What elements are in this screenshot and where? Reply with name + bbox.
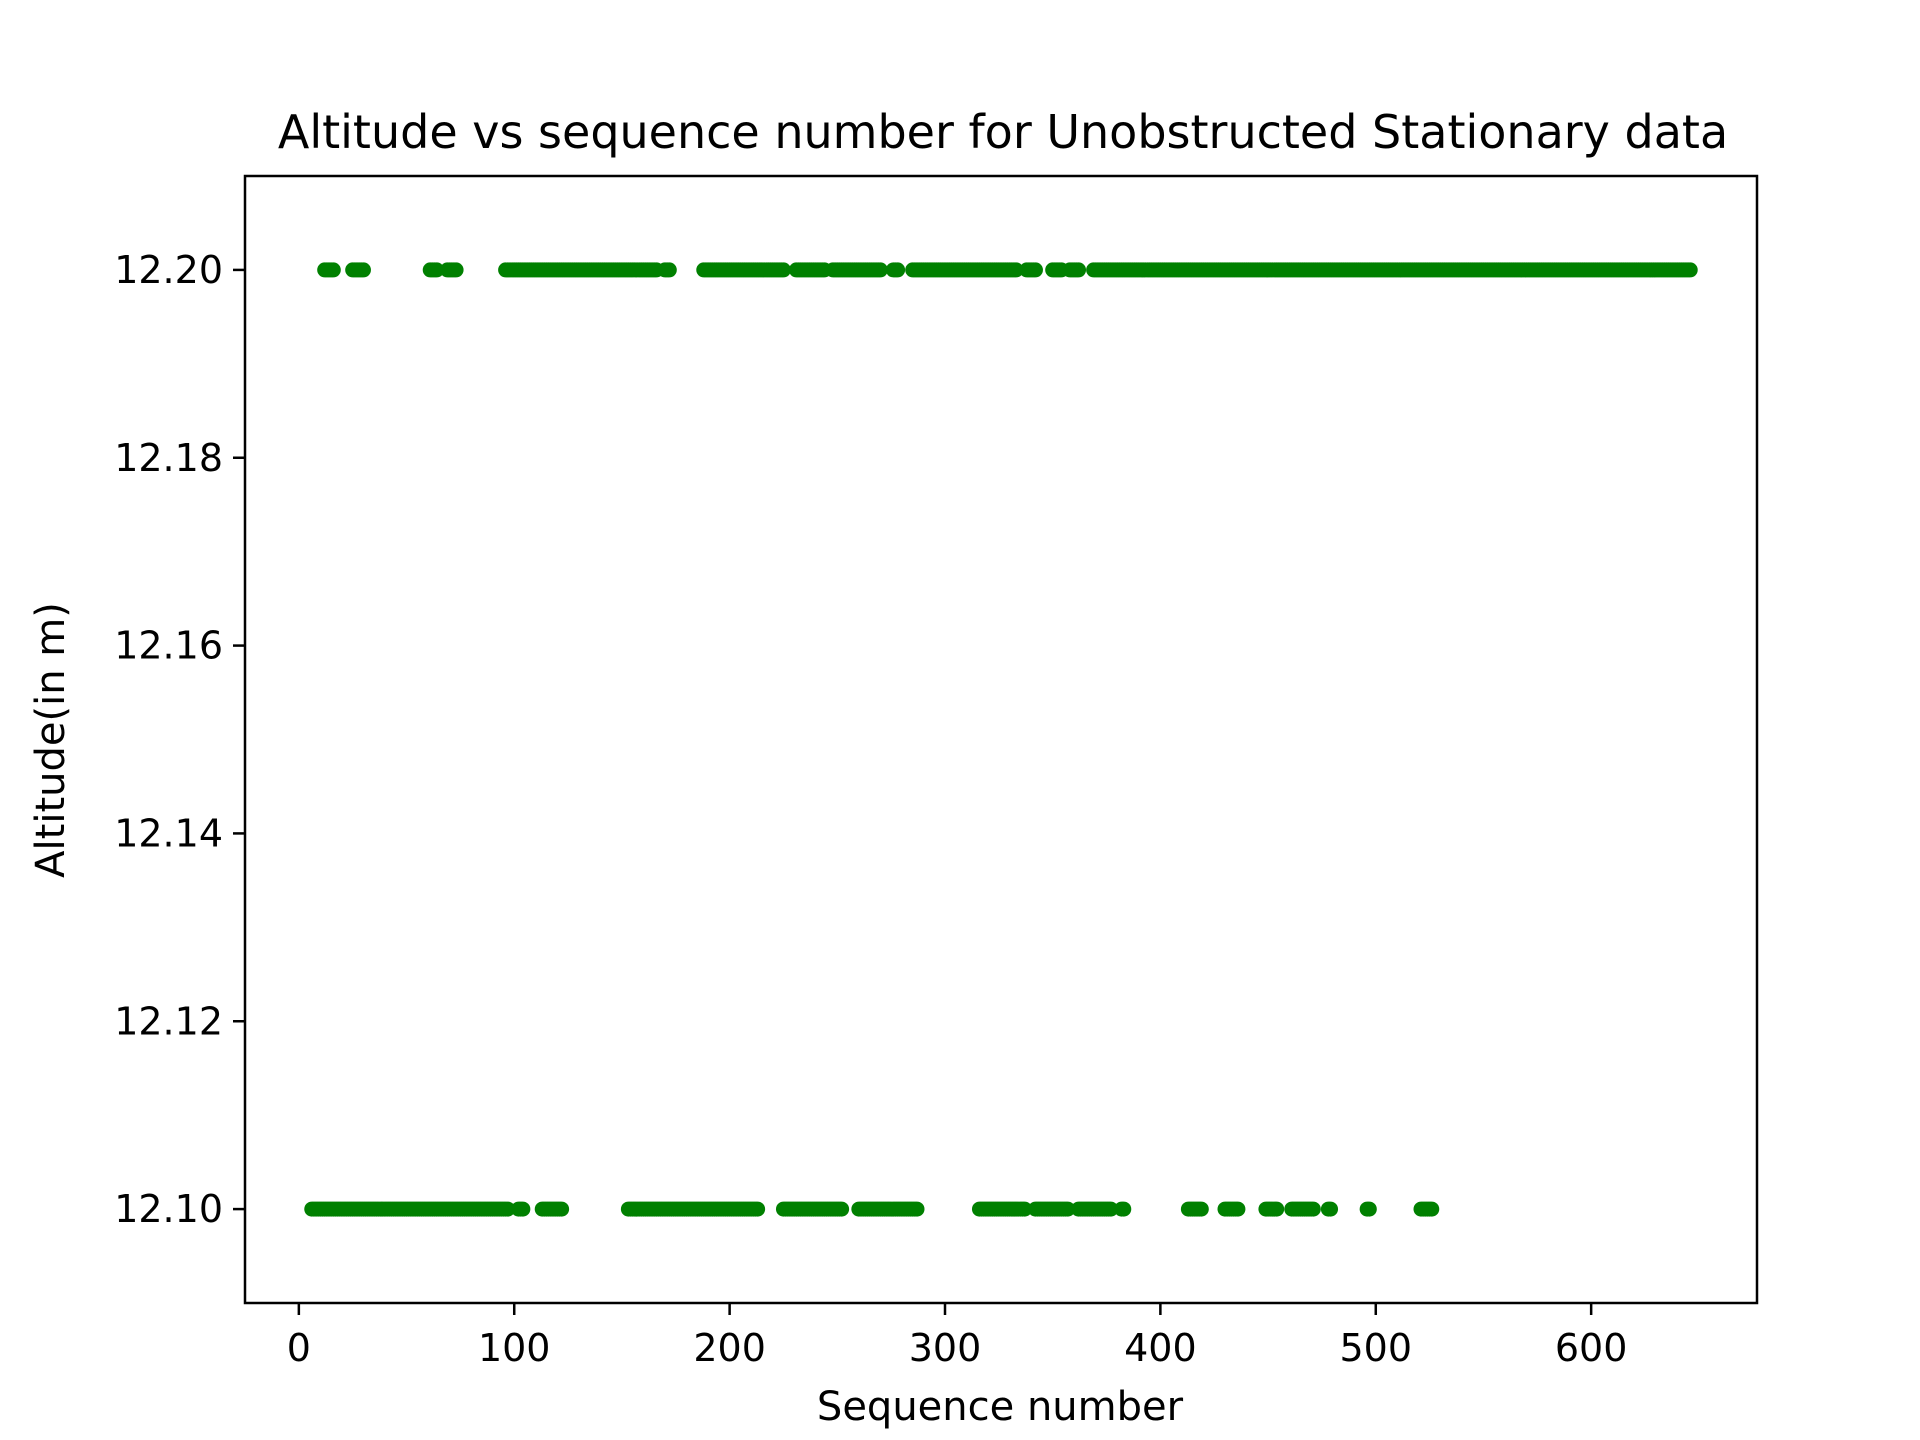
y-axis-label: Altitude(in m) — [28, 602, 74, 878]
data-point — [909, 1201, 925, 1217]
x-tick-label: 500 — [1340, 1326, 1413, 1370]
data-point — [1269, 1201, 1285, 1217]
data-point — [554, 1201, 570, 1217]
y-tick-label: 12.16 — [114, 624, 223, 668]
x-axis: 0 100 200 300 400 500 600 — [287, 1303, 1628, 1370]
x-tick-label: 300 — [909, 1326, 982, 1370]
data-point — [750, 1201, 766, 1217]
data-point — [1424, 1201, 1440, 1217]
x-tick-label: 600 — [1555, 1326, 1628, 1370]
data-points — [304, 262, 1698, 1217]
data-point — [1116, 1201, 1132, 1217]
data-point — [1682, 262, 1698, 278]
data-point — [1193, 1201, 1209, 1217]
data-point — [834, 1201, 850, 1217]
data-point — [1008, 262, 1024, 278]
data-point — [515, 1201, 531, 1217]
y-tick-label: 12.20 — [114, 248, 223, 292]
data-point — [500, 1201, 516, 1217]
data-point — [1071, 262, 1087, 278]
plot-frame — [243, 174, 1759, 1305]
data-point — [872, 262, 888, 278]
data-point — [775, 262, 791, 278]
data-point — [1361, 1201, 1377, 1217]
data-point — [1017, 1201, 1033, 1217]
data-point — [325, 262, 341, 278]
data-point — [448, 262, 464, 278]
x-axis-label: Sequence number — [817, 1384, 1184, 1430]
y-tick-label: 12.14 — [114, 811, 223, 855]
data-point — [1103, 1201, 1119, 1217]
y-tick-label: 12.10 — [114, 1187, 223, 1231]
data-point — [355, 262, 371, 278]
data-point — [1230, 1201, 1246, 1217]
x-tick-label: 400 — [1124, 1326, 1197, 1370]
data-point — [1305, 1201, 1321, 1217]
y-tick-label: 12.12 — [114, 999, 223, 1043]
data-point — [661, 262, 677, 278]
x-tick-label: 0 — [287, 1326, 311, 1370]
data-point — [1027, 262, 1043, 278]
data-point — [890, 262, 906, 278]
data-point — [429, 262, 445, 278]
chart-title: Altitude vs sequence number for Unobstru… — [278, 105, 1728, 159]
y-axis: 12.10 12.12 12.14 12.16 12.18 12.20 — [114, 248, 245, 1231]
x-tick-label: 100 — [478, 1326, 551, 1370]
data-point — [1323, 1201, 1339, 1217]
x-tick-label: 200 — [693, 1326, 766, 1370]
y-tick-label: 12.18 — [114, 436, 223, 480]
data-point — [1060, 1201, 1076, 1217]
